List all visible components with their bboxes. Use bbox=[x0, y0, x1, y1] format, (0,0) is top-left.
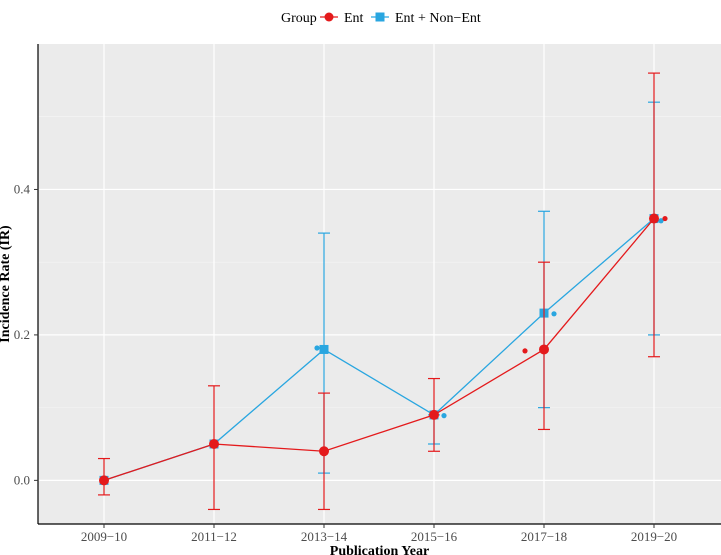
data-point bbox=[441, 413, 447, 419]
data-point bbox=[551, 311, 557, 317]
point-marker bbox=[649, 213, 659, 224]
y-tick-label: 0.2 bbox=[14, 327, 30, 342]
point-marker bbox=[429, 409, 439, 420]
y-tick-label: 0.0 bbox=[14, 472, 30, 487]
legend-key-ent bbox=[320, 12, 338, 22]
legend-label-ent-non-ent: Ent + Non−Ent bbox=[395, 11, 481, 26]
series-layer bbox=[98, 72, 668, 511]
y-tick-label: 0.4 bbox=[14, 181, 31, 196]
data-point bbox=[658, 218, 664, 224]
x-tick-label: 2013−14 bbox=[301, 529, 348, 544]
data-point bbox=[662, 215, 668, 222]
legend-label-ent: Ent bbox=[344, 11, 364, 26]
legend: Group Ent Ent + Non−Ent bbox=[281, 11, 481, 26]
point-marker bbox=[209, 439, 219, 449]
x-tick-label: 2017−18 bbox=[521, 529, 567, 544]
y-axis-title: Incidence Rate (IR) bbox=[0, 225, 13, 343]
series-ent bbox=[98, 72, 668, 511]
point-marker bbox=[319, 446, 329, 457]
point-marker bbox=[539, 344, 549, 355]
x-tick-label: 2015−16 bbox=[411, 529, 458, 544]
plot-panel bbox=[38, 44, 721, 524]
x-tick-label: 2019−20 bbox=[631, 529, 677, 544]
axes: 0.0 0.2 0.4 2009−10 2011−12 2013−14 2015−16 201… bbox=[14, 44, 721, 544]
x-tick-label: 2011−12 bbox=[191, 529, 237, 544]
x-axis-title: Publication Year bbox=[330, 544, 429, 555]
legend-key-ent-non-ent bbox=[371, 12, 389, 22]
point-marker bbox=[319, 344, 329, 354]
point-marker bbox=[99, 475, 109, 486]
data-point bbox=[522, 348, 528, 354]
data-point bbox=[314, 345, 320, 351]
x-tick-label: 2009−10 bbox=[81, 529, 127, 544]
legend-title: Group bbox=[281, 11, 317, 26]
series-line bbox=[103, 218, 655, 481]
